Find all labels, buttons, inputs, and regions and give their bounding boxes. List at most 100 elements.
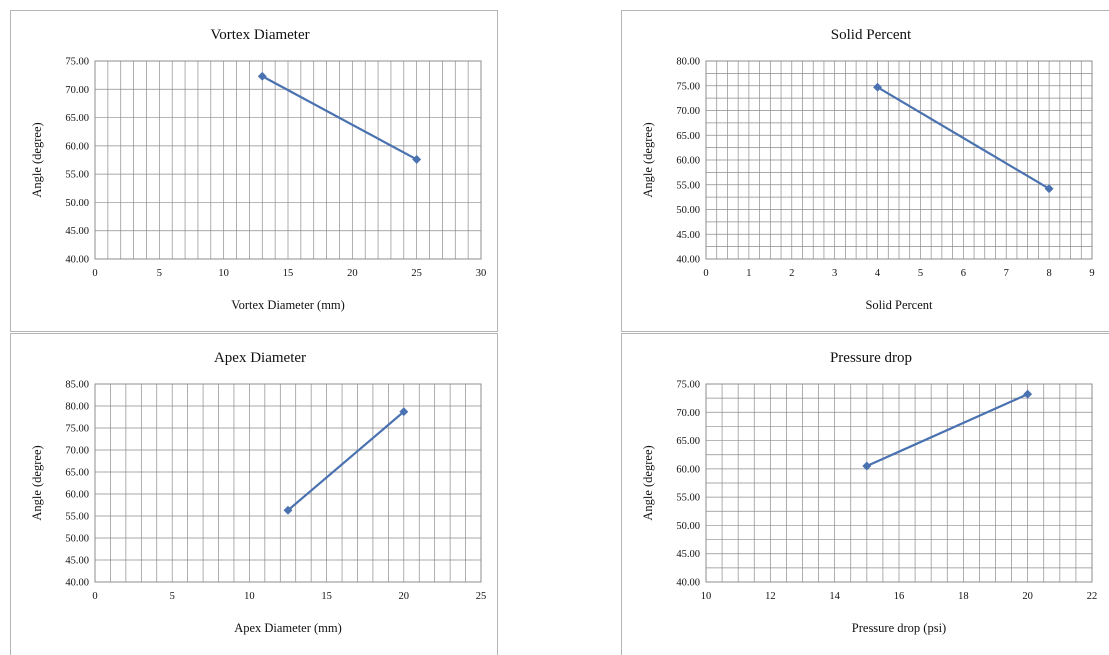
y-tick-label: 60.00 — [65, 141, 89, 152]
chart-title: Pressure drop — [830, 350, 912, 366]
x-tick-label: 2 — [789, 268, 794, 279]
y-tick-label: 80.00 — [676, 57, 700, 68]
y-tick-label: 60.00 — [676, 464, 700, 475]
chart-panel-pressure-drop: Pressure drop 40.00 45.00 50.00 55.00 60.00 65… — [621, 333, 1109, 655]
series-line — [261, 75, 418, 161]
y-tick-label: 55.00 — [676, 180, 700, 191]
x-tick-label: 5 — [170, 591, 175, 602]
x-tick-label: 22 — [1087, 591, 1098, 602]
x-tick-label: 16 — [894, 591, 905, 602]
chart-svg: Vortex Diameter 40.00 45.00 50.00 55.00 60.00… — [30, 27, 487, 312]
x-tick-label: 9 — [1089, 268, 1094, 279]
x-tick-label: 30 — [476, 268, 487, 279]
y-tick-label: 40.00 — [65, 255, 89, 266]
y-axis-label: Angle (degree) — [641, 445, 655, 520]
y-tick-label: 50.00 — [65, 198, 89, 209]
x-tick-label: 10 — [218, 268, 229, 279]
chart-title: Apex Diameter — [214, 350, 306, 366]
y-tick-label: 80.00 — [65, 402, 89, 413]
y-tick-label: 75.00 — [65, 57, 89, 68]
series-line — [287, 410, 405, 512]
data-point-marker — [1023, 389, 1033, 399]
y-tick-label: 65.00 — [65, 468, 89, 479]
plot-border — [94, 383, 482, 583]
x-tick-label: 5 — [918, 268, 923, 279]
plot-border — [94, 60, 482, 260]
y-tick-label: 40.00 — [65, 578, 89, 589]
y-tick-label: 65.00 — [65, 113, 89, 124]
y-tick-label: 50.00 — [65, 534, 89, 545]
data-point-marker — [283, 505, 293, 515]
x-tick-label: 8 — [1046, 268, 1051, 279]
y-tick-label: 55.00 — [65, 512, 89, 523]
chart-panel-apex-diameter: Apex Diameter 40.00 45.00 50.00 55.00 60.00 65… — [10, 333, 498, 655]
plot-area — [95, 384, 481, 582]
y-tick-label: 45.00 — [676, 549, 700, 560]
y-tick-label: 70.00 — [65, 85, 89, 96]
chart-panel-vortex-diameter: Vortex Diameter 40.00 45.00 50.00 55.00 60.00… — [10, 10, 498, 332]
data-point-marker — [873, 82, 883, 92]
y-tick-label: 40.00 — [676, 255, 700, 266]
x-tick-label: 3 — [832, 268, 837, 279]
x-tick-label: 6 — [961, 268, 966, 279]
data-point-marker — [412, 154, 422, 164]
x-tick-label: 15 — [283, 268, 294, 279]
data-point-marker — [257, 71, 267, 81]
series-line — [876, 86, 1050, 190]
y-tick-label: 75.00 — [676, 380, 700, 391]
x-tick-label: 25 — [411, 268, 422, 279]
x-tick-label: 0 — [92, 591, 97, 602]
x-axis-label: Apex Diameter (mm) — [234, 621, 342, 635]
x-tick-label: 15 — [321, 591, 332, 602]
y-tick-label: 70.00 — [676, 106, 700, 117]
chart-svg: Solid Percent40.0045.0050.0055.0060.0065… — [641, 27, 1095, 312]
y-tick-label: 75.00 — [676, 81, 700, 92]
x-tick-label: 14 — [829, 591, 840, 602]
y-tick-label: 50.00 — [676, 521, 700, 532]
chart-title: Solid Percent — [831, 27, 912, 43]
plot-border — [705, 383, 1093, 583]
x-tick-label: 20 — [347, 268, 358, 279]
x-tick-label: 20 — [1022, 591, 1033, 602]
plot-border — [705, 60, 1093, 260]
x-axis-label: Vortex Diameter (mm) — [231, 298, 345, 312]
y-tick-label: 75.00 — [65, 424, 89, 435]
y-tick-label: 45.00 — [65, 556, 89, 567]
series-line — [866, 393, 1029, 468]
x-tick-label: 0 — [703, 268, 708, 279]
y-tick-label: 55.00 — [676, 493, 700, 504]
y-tick-label: 50.00 — [676, 205, 700, 216]
chart-title: Vortex Diameter — [210, 27, 309, 43]
y-tick-label: 85.00 — [65, 380, 89, 391]
y-tick-label: 45.00 — [65, 226, 89, 237]
y-tick-label: 65.00 — [676, 131, 700, 142]
data-point-marker — [1044, 184, 1054, 194]
chart-svg: Pressure drop 40.00 45.00 50.00 55.00 60.00 65… — [641, 350, 1098, 635]
y-tick-label: 40.00 — [676, 578, 700, 589]
y-tick-label: 55.00 — [65, 170, 89, 181]
y-tick-label: 45.00 — [676, 230, 700, 241]
x-tick-label: 20 — [399, 591, 410, 602]
x-axis-label: Solid Percent — [865, 298, 933, 312]
x-tick-label: 10 — [701, 591, 712, 602]
x-tick-label: 7 — [1004, 268, 1009, 279]
y-tick-label: 65.00 — [676, 436, 700, 447]
x-tick-label: 12 — [765, 591, 776, 602]
y-axis-label: Angle (degree) — [30, 122, 44, 197]
x-tick-label: 25 — [476, 591, 487, 602]
y-axis-label: Angle (degree) — [641, 122, 655, 197]
x-tick-label: 18 — [958, 591, 969, 602]
chart-svg: Apex Diameter 40.00 45.00 50.00 55.00 60.00 65… — [30, 350, 487, 635]
y-tick-label: 60.00 — [676, 156, 700, 167]
x-tick-label: 10 — [244, 591, 255, 602]
x-tick-label: 1 — [746, 268, 751, 279]
x-tick-label: 4 — [875, 268, 881, 279]
data-point-marker — [862, 461, 872, 471]
y-tick-label: 60.00 — [65, 490, 89, 501]
x-axis-label: Pressure drop (psi) — [852, 621, 946, 635]
data-point-marker — [399, 407, 409, 417]
chart-panel-solid-percent: Solid Percent 40.00 45.00 50.00 55.00 60.00 65… — [621, 10, 1109, 332]
x-tick-label: 0 — [92, 268, 97, 279]
y-tick-label: 70.00 — [676, 408, 700, 419]
x-tick-label: 5 — [157, 268, 162, 279]
